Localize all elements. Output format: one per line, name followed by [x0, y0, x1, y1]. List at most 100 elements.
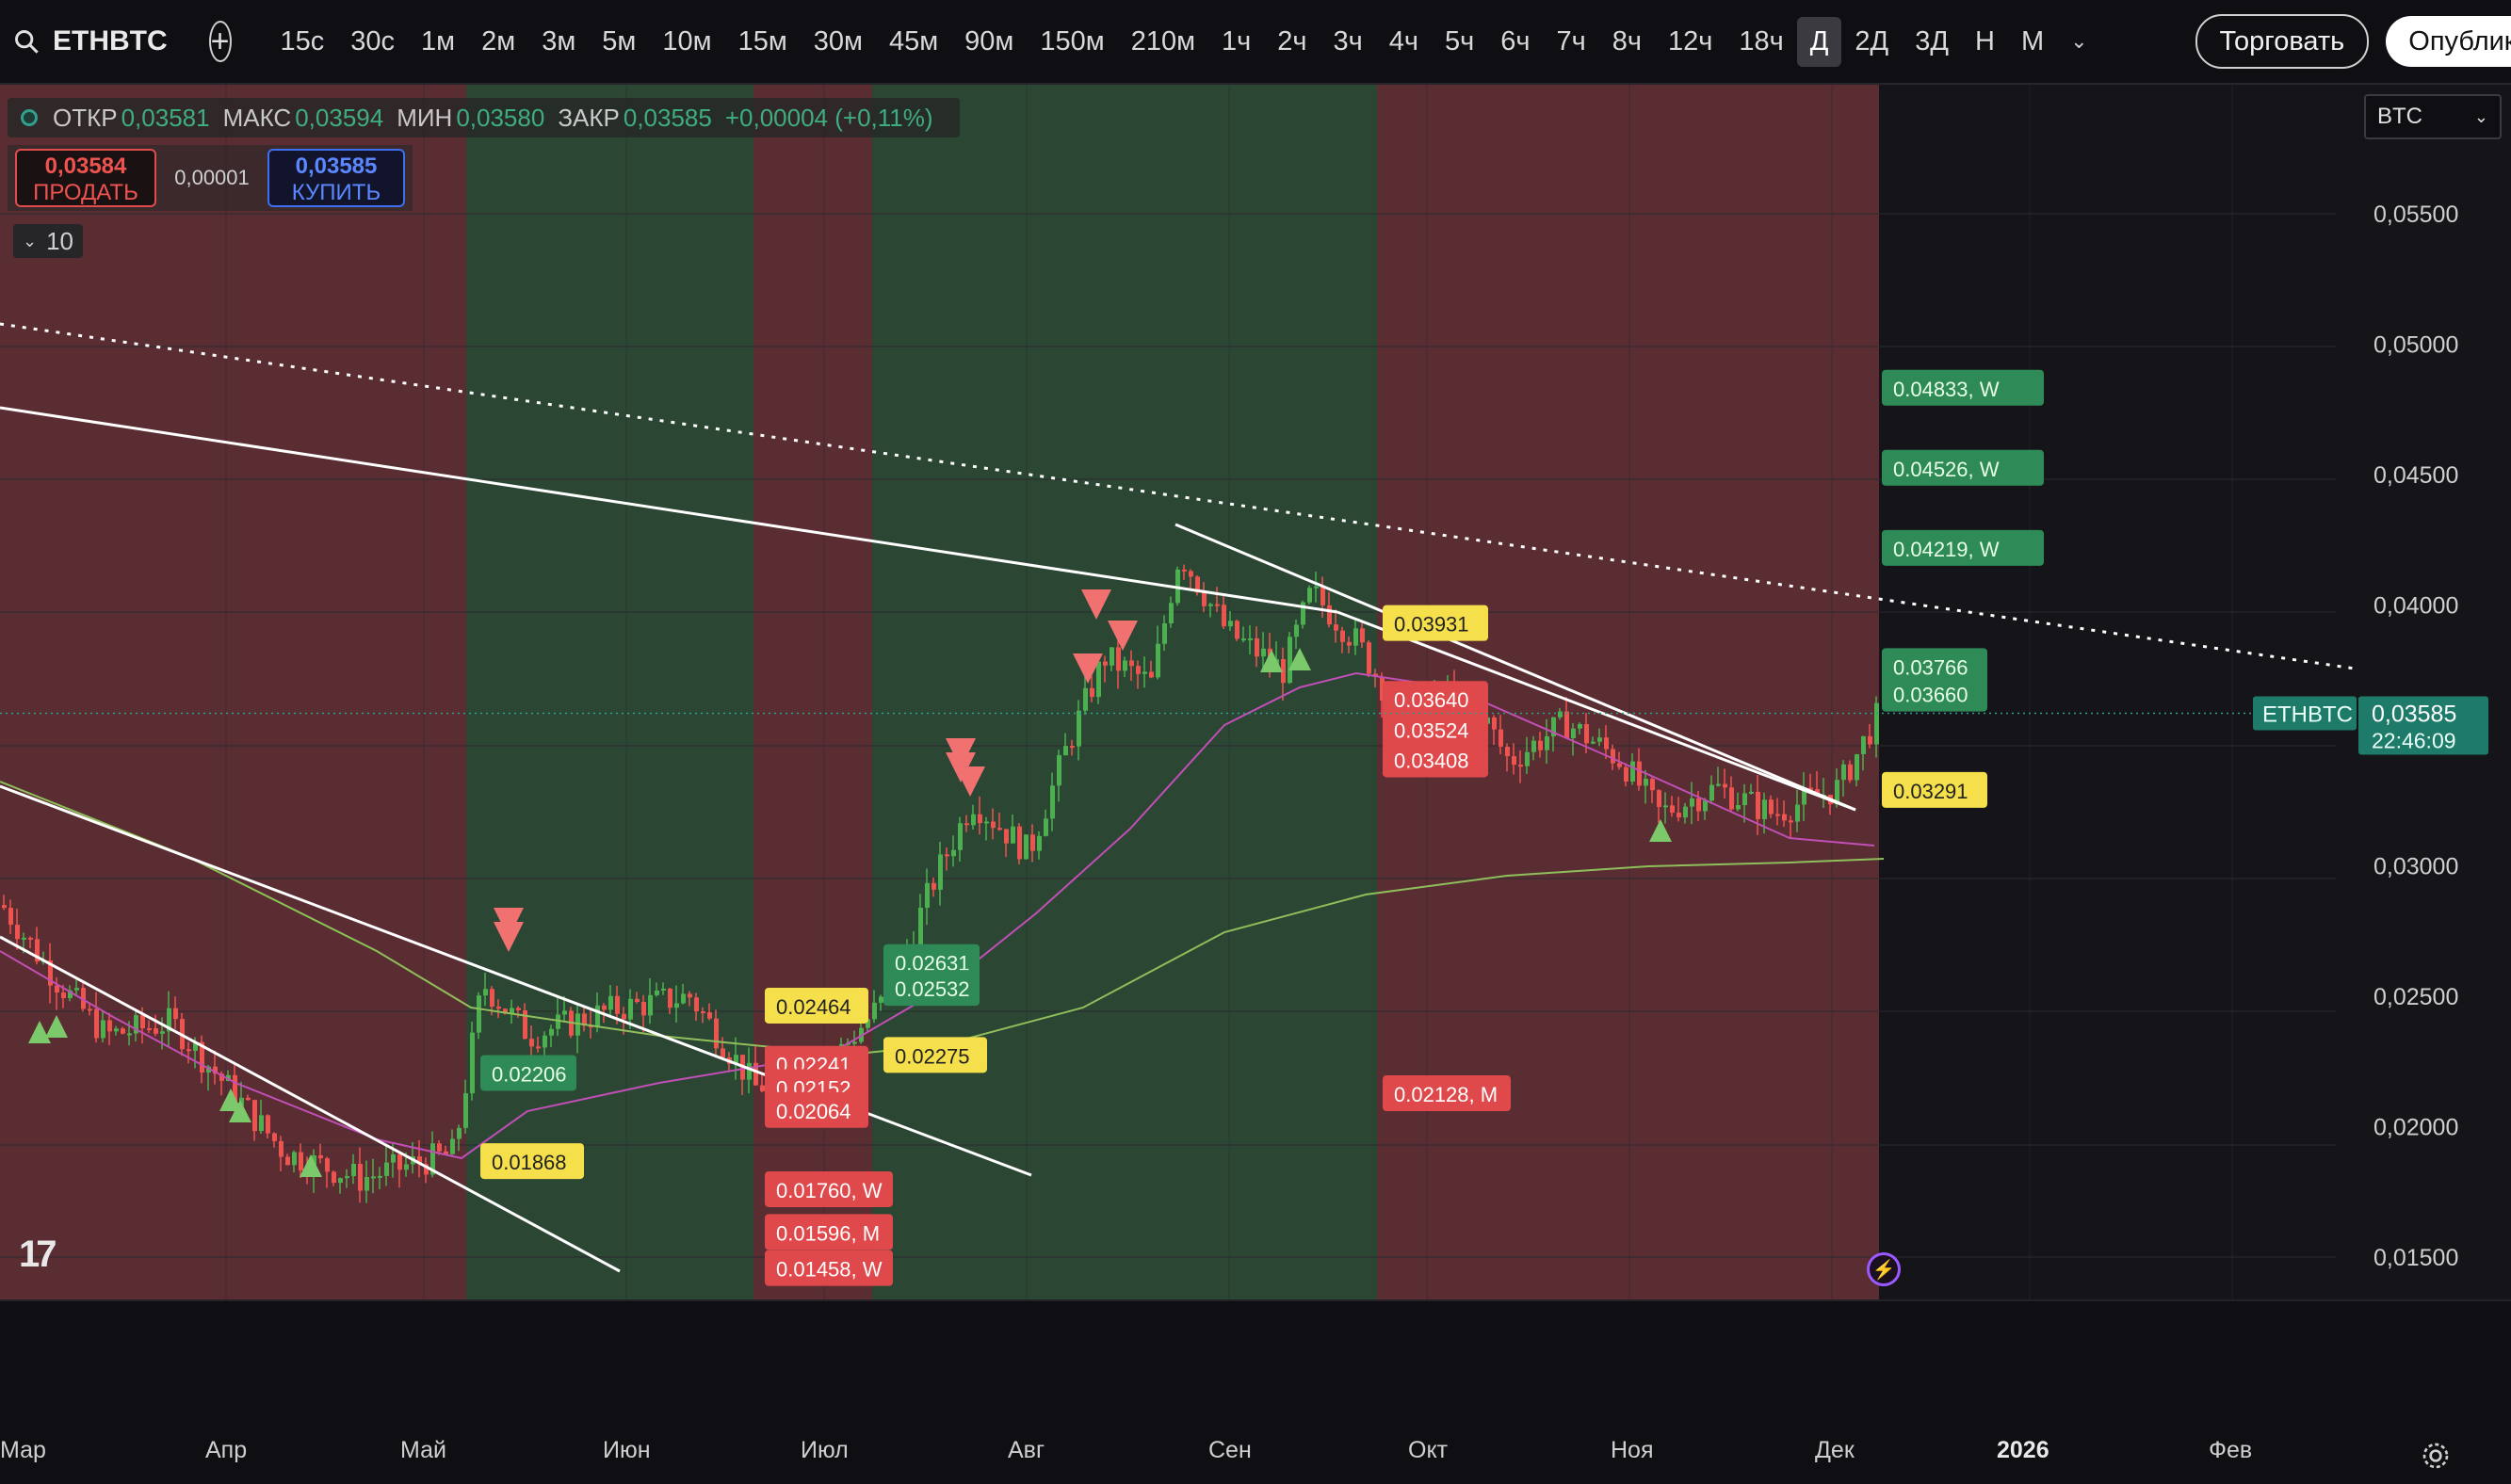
- last-price-tag: 0,03585: [2372, 701, 2456, 727]
- settings-gear-icon[interactable]: [2421, 1441, 2451, 1471]
- candle-body: [1011, 826, 1015, 844]
- timeframe-7[interactable]: 15м: [737, 25, 787, 56]
- timeframe-27[interactable]: М: [2020, 25, 2045, 56]
- candle-body: [74, 988, 79, 991]
- candle-body: [1142, 671, 1147, 674]
- buy-signal-marker: [1260, 650, 1283, 672]
- timeframe-14[interactable]: 2ч: [1277, 25, 1307, 56]
- candle-body: [1756, 791, 1760, 819]
- timeframe-8[interactable]: 30м: [813, 25, 863, 56]
- timeframe-24[interactable]: 2Д: [1855, 25, 1889, 56]
- timeframe-25[interactable]: 3Д: [1915, 25, 1949, 56]
- timeframe-22[interactable]: 18ч: [1739, 25, 1784, 56]
- level-label-red-support-bg: [765, 1250, 893, 1286]
- candle-body: [1156, 643, 1160, 678]
- timeframe-10[interactable]: 90м: [964, 25, 1014, 56]
- timeframe-2[interactable]: 1м: [421, 25, 456, 56]
- publish-button[interactable]: Опублико: [2386, 16, 2511, 67]
- buy-signal-marker: [229, 1100, 251, 1122]
- timeframe-18[interactable]: 6ч: [1500, 25, 1531, 56]
- open-value: 0,03581: [121, 103, 210, 132]
- candle-body: [371, 1176, 376, 1179]
- timeframe-6[interactable]: 10м: [662, 25, 712, 56]
- candle-body: [938, 854, 943, 890]
- candle-body: [121, 1028, 125, 1034]
- candle-body: [2, 905, 7, 909]
- indicators-toggle[interactable]: ⌄ 10: [13, 224, 84, 258]
- level-label-yellow-bg: [883, 1037, 987, 1073]
- high-value: 0,03594: [295, 103, 384, 132]
- timeframe-13[interactable]: 1ч: [1222, 25, 1252, 56]
- candle-body: [1024, 834, 1029, 860]
- timeframe-23[interactable]: Д: [1796, 16, 1842, 67]
- candle-body: [1195, 576, 1200, 593]
- candle-body: [1670, 805, 1675, 814]
- timeframe-20[interactable]: 8ч: [1612, 25, 1643, 56]
- timeframe-1[interactable]: 30с: [350, 25, 396, 56]
- zone: [466, 85, 753, 1299]
- candle-body: [1307, 588, 1312, 603]
- candle-body: [1498, 729, 1503, 747]
- candle-body: [68, 990, 73, 999]
- level-label-red: 0.03640: [1394, 688, 1469, 712]
- buy-signal-marker: [1649, 819, 1672, 842]
- candle-body: [1353, 628, 1358, 646]
- timeframe-21[interactable]: 12ч: [1668, 25, 1713, 56]
- sell-signal-marker: [1073, 653, 1103, 684]
- candle-body: [641, 1002, 646, 1016]
- candle-body: [1030, 834, 1035, 851]
- price-tick: 0,02500: [2373, 984, 2458, 1010]
- candle-body: [1103, 661, 1108, 666]
- candle-body: [503, 1008, 508, 1014]
- add-symbol-button[interactable]: +: [208, 21, 232, 62]
- candle-body: [8, 908, 13, 926]
- candle-body: [1604, 737, 1609, 750]
- sell-button[interactable]: 0,03584 ПРОДАТЬ: [15, 149, 156, 207]
- candle-body: [978, 814, 982, 824]
- candle-body: [562, 1010, 567, 1015]
- timeframe-0[interactable]: 15с: [280, 25, 325, 56]
- change-value: +0,00004 (+0,11%): [724, 103, 933, 132]
- timeframe-12[interactable]: 210м: [1130, 25, 1196, 56]
- timeframe-26[interactable]: Н: [1974, 25, 1995, 56]
- candle-body: [1630, 761, 1635, 782]
- candle-body: [628, 998, 633, 1020]
- visibility-dot-icon[interactable]: [21, 109, 38, 126]
- timeframe-4[interactable]: 3м: [542, 25, 576, 56]
- trendline-upper: [1174, 523, 1856, 812]
- time-label: Фев: [2209, 1437, 2253, 1463]
- timeframe-16[interactable]: 4ч: [1388, 25, 1419, 56]
- price-chart[interactable]: 0.04833, W 0.04526, W 0.04219, W 0.03766 0.0…: [0, 85, 2511, 1299]
- timeframe-3[interactable]: 2м: [481, 25, 516, 56]
- buy-button[interactable]: 0,03585 КУПИТЬ: [267, 149, 405, 207]
- candle-body: [1663, 805, 1668, 808]
- candle-body: [417, 1156, 422, 1165]
- trade-button[interactable]: Торговать: [2195, 14, 2370, 69]
- timeframe-15[interactable]: 3ч: [1333, 25, 1363, 56]
- candle-body: [589, 1025, 593, 1028]
- time-axis[interactable]: Мар Апр Май Июн Июл Авг Сен Окт Ноя Дек 2026 Фев: [0, 1424, 2511, 1484]
- candle-body: [477, 995, 481, 1033]
- chevron-down-icon[interactable]: ⌄: [2070, 29, 2088, 53]
- candle-body: [1261, 648, 1266, 657]
- lightning-icon[interactable]: ⚡: [1867, 1252, 1901, 1286]
- currency-select[interactable]: BTC ⌄: [2364, 94, 2502, 139]
- level-label-red-bg: [1383, 741, 1488, 778]
- chevron-down-icon: ⌄: [2473, 106, 2488, 126]
- timeframe-5[interactable]: 5м: [602, 25, 637, 56]
- symbol-search[interactable]: ETHBTC: [0, 0, 181, 84]
- candle-body: [48, 960, 53, 986]
- timeframe-11[interactable]: 150м: [1040, 25, 1105, 56]
- timeframe-19[interactable]: 7ч: [1556, 25, 1586, 56]
- level-label-yellow-bg: [765, 987, 868, 1024]
- candle-body: [1090, 687, 1094, 698]
- chart-pane[interactable]: 0.04833, W 0.04526, W 0.04219, W 0.03766 0.0…: [0, 85, 2511, 1299]
- candle-body: [1769, 799, 1774, 815]
- candle-body: [1096, 661, 1101, 698]
- close-value: 0,03585: [623, 103, 712, 132]
- timeframe-9[interactable]: 45м: [888, 25, 939, 56]
- candle-body: [378, 1175, 382, 1178]
- timeframe-17[interactable]: 5ч: [1445, 25, 1475, 56]
- candle-body: [661, 988, 666, 991]
- level-label-red-support: 0.01760, W: [776, 1179, 883, 1202]
